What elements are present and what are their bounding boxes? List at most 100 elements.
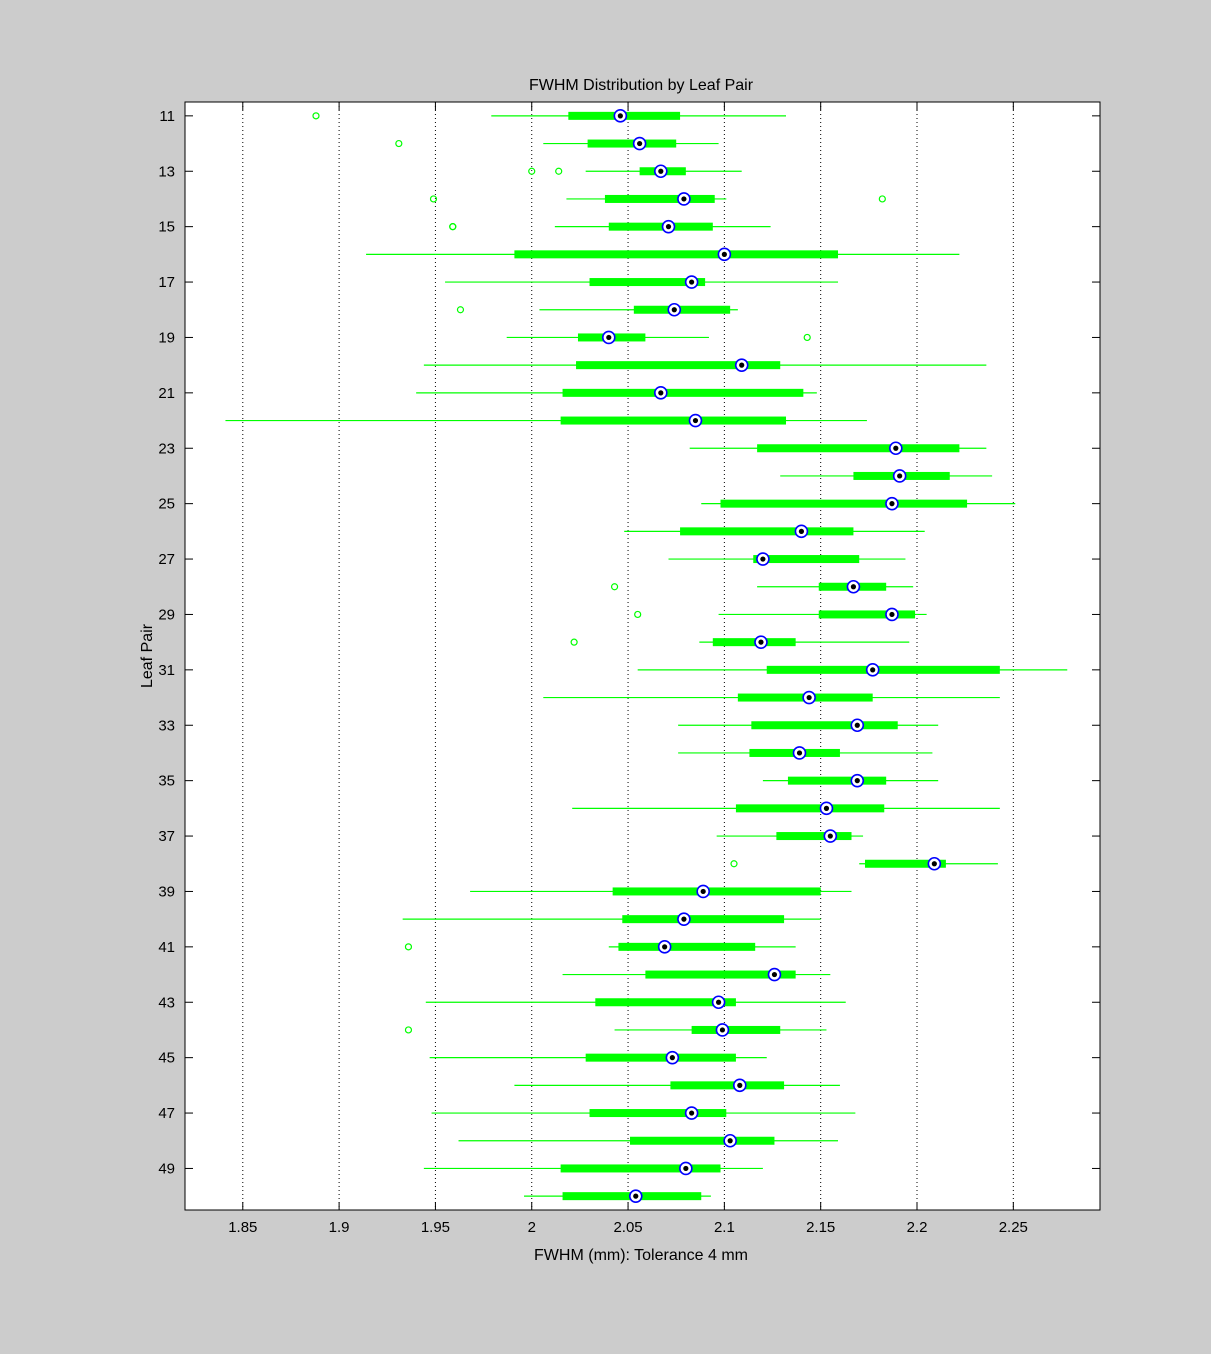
median-dot-leaf-41 bbox=[662, 944, 668, 950]
x-tick-label: 1.9 bbox=[329, 1219, 350, 1236]
median-dot-leaf-24 bbox=[897, 473, 903, 479]
box-leaf-41 bbox=[618, 942, 756, 951]
x-tick-label: 2.25 bbox=[999, 1219, 1028, 1236]
y-tick-label: 23 bbox=[158, 440, 175, 457]
y-tick-label: 31 bbox=[158, 662, 175, 679]
y-tick-label: 37 bbox=[158, 828, 175, 845]
median-dot-leaf-38 bbox=[931, 861, 937, 867]
median-dot-leaf-27 bbox=[760, 556, 766, 562]
x-axis-label: FWHM (mm): Tolerance 4 mm bbox=[534, 1247, 748, 1264]
median-dot-leaf-28 bbox=[850, 584, 857, 590]
box-leaf-15 bbox=[608, 222, 713, 231]
box-leaf-21 bbox=[562, 388, 804, 397]
median-dot-leaf-12 bbox=[637, 140, 643, 147]
median-dot-leaf-13 bbox=[658, 168, 664, 174]
y-tick-label: 15 bbox=[158, 219, 175, 236]
outlier-leaf-29 bbox=[634, 610, 642, 619]
x-tick-label: 2.2 bbox=[907, 1219, 928, 1236]
median-dot-leaf-21 bbox=[658, 390, 664, 396]
median-dot-leaf-25 bbox=[889, 501, 895, 507]
box-leaf-42 bbox=[645, 970, 796, 979]
median-dot-leaf-20 bbox=[739, 362, 745, 368]
box-leaf-16 bbox=[514, 250, 839, 259]
axis-ticks: 1.85 1.9 1.95 2 2.05 2.1 2.15 2.2 2.25 11 13 15 17 19… bbox=[158, 102, 1100, 1236]
box-leaf-27 bbox=[753, 555, 860, 564]
y-tick-label: 21 bbox=[158, 385, 175, 402]
median-dot-leaf-18 bbox=[671, 307, 677, 313]
y-tick-label: 47 bbox=[158, 1105, 175, 1122]
outlier-leaf-28 bbox=[610, 583, 619, 591]
y-tick-label: 25 bbox=[158, 496, 175, 513]
box-leaf-44 bbox=[691, 1025, 781, 1034]
axes-background bbox=[185, 102, 1100, 1210]
y-tick-label: 29 bbox=[158, 606, 175, 623]
box-leaf-46 bbox=[670, 1081, 785, 1090]
median-dot-leaf-22 bbox=[692, 417, 699, 424]
x-tick-label: 2.05 bbox=[613, 1219, 642, 1236]
box-leaf-36 bbox=[735, 804, 885, 813]
median-dot-leaf-43 bbox=[715, 999, 722, 1005]
y-tick-label: 33 bbox=[158, 717, 175, 734]
x-tick-label: 2.1 bbox=[714, 1219, 735, 1236]
median-dot-leaf-42 bbox=[771, 971, 778, 978]
median-dot-leaf-32 bbox=[806, 694, 812, 701]
outlier-leaf-41 bbox=[404, 943, 413, 951]
y-tick-label: 27 bbox=[158, 551, 175, 568]
y-tick-label: 11 bbox=[159, 108, 175, 125]
y-tick-label: 19 bbox=[158, 329, 175, 346]
median-dot-leaf-31 bbox=[870, 667, 876, 673]
box-leaf-49 bbox=[560, 1164, 721, 1173]
box-leaf-22 bbox=[560, 416, 787, 425]
median-dot-leaf-40 bbox=[681, 916, 687, 922]
y-tick-label: 49 bbox=[158, 1160, 175, 1177]
box-leaf-38 bbox=[864, 859, 946, 868]
box-leaf-37 bbox=[776, 832, 852, 841]
median-dot-leaf-39 bbox=[700, 888, 706, 895]
median-dot-leaf-15 bbox=[665, 224, 672, 230]
x-gridlines bbox=[242, 102, 1014, 1210]
box-leaf-14 bbox=[604, 194, 715, 203]
box-leaf-33 bbox=[751, 721, 898, 730]
median-dot-leaf-36 bbox=[823, 805, 830, 811]
outlier-leaf-14 bbox=[878, 195, 886, 203]
box-leaf-39 bbox=[612, 887, 821, 896]
y-axis-label: Leaf Pair bbox=[139, 623, 156, 688]
outlier-leaf-13 bbox=[528, 167, 536, 175]
outlier-leaf-30 bbox=[570, 638, 578, 646]
outlier-leaf-11 bbox=[312, 112, 320, 120]
y-tick-label: 45 bbox=[158, 1050, 175, 1067]
y-tick-label: 35 bbox=[158, 773, 175, 790]
box-leaf-12 bbox=[587, 139, 677, 148]
median-dot-leaf-17 bbox=[689, 279, 695, 285]
median-dot-leaf-29 bbox=[889, 611, 895, 618]
box-leaf-43 bbox=[595, 998, 736, 1007]
median-dot-leaf-11 bbox=[617, 113, 623, 119]
median-dot-leaf-46 bbox=[737, 1082, 743, 1088]
outlier-leaf-18 bbox=[456, 306, 465, 314]
x-tick-label: 1.85 bbox=[228, 1219, 257, 1236]
median-dot-leaf-14 bbox=[681, 196, 687, 202]
median-dot-leaf-23 bbox=[893, 445, 899, 451]
median-dot-leaf-49 bbox=[683, 1165, 689, 1172]
outlier-leaf-14 bbox=[429, 195, 438, 203]
y-tick-label: 39 bbox=[158, 883, 175, 900]
median-dot-leaf-48 bbox=[727, 1138, 733, 1144]
outlier-leaf-12 bbox=[395, 139, 403, 148]
median-dot-leaf-50 bbox=[633, 1193, 639, 1199]
outlier-leaf-15 bbox=[449, 223, 457, 231]
box-leaf-31 bbox=[766, 665, 1000, 674]
x-tick-label: 1.95 bbox=[421, 1219, 450, 1236]
box-leaf-20 bbox=[576, 361, 781, 370]
boxplot-marks bbox=[225, 109, 1068, 1203]
box-leaf-35 bbox=[787, 776, 887, 785]
median-dot-leaf-34 bbox=[796, 750, 803, 756]
y-tick-label: 43 bbox=[158, 994, 175, 1011]
median-dot-leaf-16 bbox=[721, 251, 727, 257]
median-dot-leaf-19 bbox=[606, 334, 612, 341]
median-dot-leaf-30 bbox=[758, 639, 764, 645]
box-leaf-47 bbox=[589, 1109, 727, 1118]
median-dot-leaf-26 bbox=[798, 528, 805, 534]
median-dot-leaf-47 bbox=[689, 1110, 695, 1116]
box-leaf-18 bbox=[633, 305, 731, 314]
